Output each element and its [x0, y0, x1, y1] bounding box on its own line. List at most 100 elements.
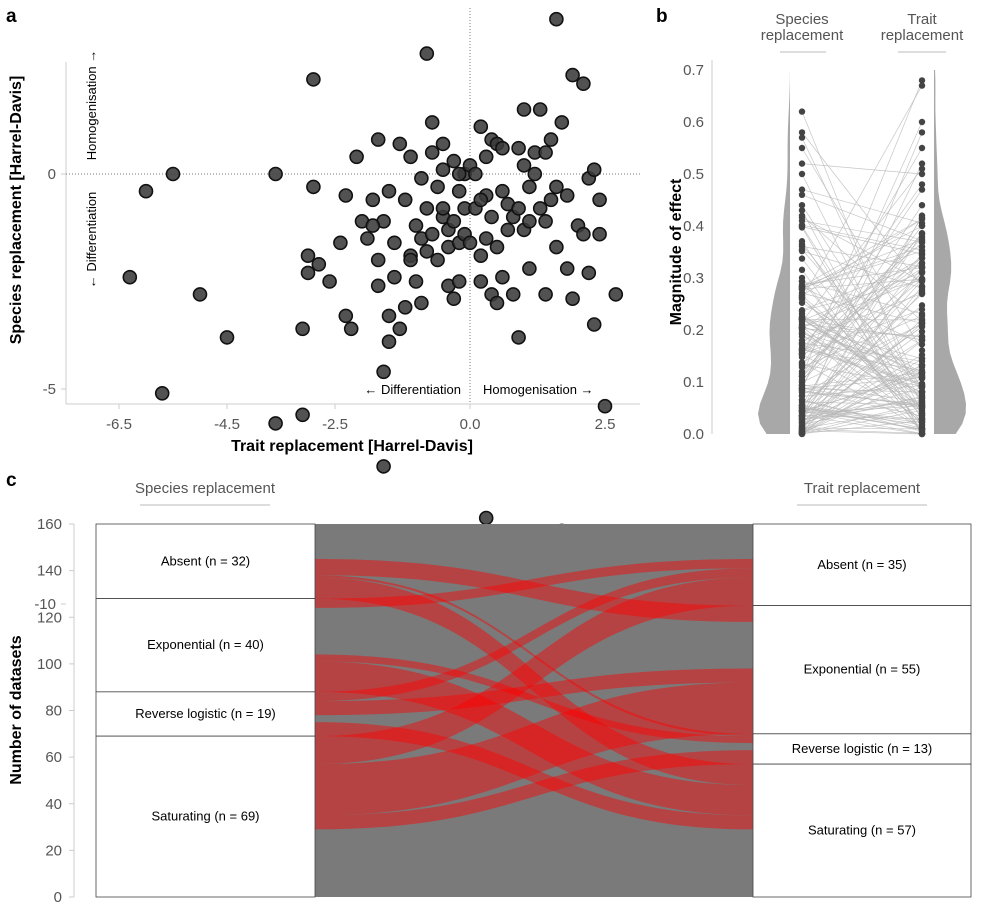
- trait-point: [918, 219, 926, 227]
- paired-line: [801, 333, 923, 430]
- right-node-label: Exponential (n = 55): [804, 662, 921, 677]
- paired-line: [801, 254, 923, 372]
- paired-line: [801, 339, 923, 417]
- trait-point: [918, 129, 926, 136]
- paired-line: [801, 249, 923, 387]
- scatter-point: [414, 171, 429, 186]
- trait-point: [918, 77, 926, 84]
- trait-point: [918, 290, 926, 298]
- scatter-point: [268, 166, 283, 182]
- scatter-point: [376, 364, 391, 380]
- paired-line: [801, 302, 923, 374]
- trait-point: [918, 362, 926, 369]
- paired-line: [801, 402, 923, 434]
- right-node-label: Absent (n = 35): [817, 557, 906, 572]
- paired-line: [801, 163, 923, 175]
- panel-b-y-axis-title: Magnitude of effect: [668, 178, 685, 325]
- paired-line: [801, 281, 923, 315]
- scatter-point: [581, 265, 597, 281]
- scatter-point: [403, 252, 418, 268]
- scatter-point: [473, 274, 489, 289]
- scatter-point: [392, 321, 408, 337]
- scatter-point: [592, 192, 607, 208]
- paired-line: [801, 226, 923, 255]
- trait-point: [918, 392, 926, 400]
- trait-point: [918, 401, 926, 409]
- paired-line: [801, 309, 923, 355]
- paired-line: [801, 121, 923, 390]
- scatter-point: [478, 149, 494, 165]
- scatter-point: [122, 269, 138, 285]
- species-point: [798, 246, 806, 253]
- scatter-point: [435, 162, 451, 177]
- scatter-point: [370, 252, 386, 268]
- scatter-point: [349, 149, 364, 165]
- paired-line: [801, 295, 923, 399]
- scatter-point: [565, 67, 580, 83]
- scatter-point: [451, 183, 467, 199]
- scatter-point: [495, 183, 510, 199]
- species-point: [798, 361, 806, 368]
- scatter-point: [219, 330, 235, 345]
- species-point: [798, 202, 806, 209]
- panel-c-left-title: Species replacement: [135, 480, 276, 497]
- panel-c-y-tick-label: 20: [45, 842, 62, 859]
- paired-line: [801, 267, 923, 431]
- scatter-point: [495, 269, 510, 285]
- trait-point: [918, 144, 926, 152]
- paired-line: [801, 331, 923, 423]
- paired-line: [801, 241, 923, 420]
- trait-point: [918, 118, 926, 126]
- left-node-label: Exponential (n = 40): [147, 637, 264, 652]
- right-node-box: [752, 523, 972, 606]
- panel-a-annotation-x-homogenisation: Homogenisation →: [483, 382, 594, 397]
- trait-point: [918, 170, 926, 178]
- scatter-point: [370, 132, 386, 147]
- paired-line: [801, 218, 923, 297]
- scatter-point: [360, 231, 375, 246]
- scatter-point: [511, 330, 526, 345]
- paired-line: [801, 390, 923, 406]
- species-point: [798, 324, 806, 331]
- scatter-point: [370, 278, 386, 294]
- panel-b-species-label-line1: Species: [775, 11, 828, 28]
- panel-c-y-axis-title: Number of datasets: [8, 635, 25, 784]
- panel-a-annotation-x-differentiation: ← Differentiation: [364, 382, 461, 397]
- trait-point: [918, 231, 926, 238]
- paired-line: [801, 233, 923, 419]
- flow-changed-category: [315, 558, 753, 622]
- scatter-point: [543, 192, 559, 208]
- scatter-point: [565, 291, 580, 307]
- scatter-point: [424, 145, 440, 160]
- paired-line: [801, 217, 923, 406]
- species-point: [798, 420, 806, 427]
- panel-letter-a: a: [6, 6, 17, 27]
- trait-point: [918, 337, 926, 344]
- panel-b-trait-label-line1: Trait: [907, 11, 937, 28]
- paired-line: [801, 80, 923, 377]
- panel-a-x-tick-label: -4.5: [214, 416, 240, 433]
- right-node-label: Saturating (n = 57): [808, 823, 916, 838]
- paired-line: [801, 85, 923, 300]
- flow-changed-category: [315, 654, 753, 744]
- species-point: [798, 108, 806, 115]
- scatter-point: [430, 252, 445, 268]
- panel-a-x-axis-title: Trait replacement [Harrel-Davis]: [231, 438, 473, 455]
- trait-point: [918, 254, 926, 262]
- scatter-point: [511, 140, 526, 156]
- panel-c-y-tick-label: 160: [37, 516, 62, 533]
- paired-line: [801, 215, 923, 322]
- scatter-point: [538, 214, 553, 229]
- scatter-point: [489, 239, 505, 255]
- paired-line: [801, 217, 923, 282]
- species-point: [798, 414, 806, 422]
- scatter-point: [527, 166, 543, 182]
- scatter-point: [473, 119, 489, 134]
- paired-line: [801, 292, 923, 341]
- scatter-point: [608, 287, 624, 302]
- species-point: [798, 223, 806, 230]
- scatter-point: [408, 218, 424, 233]
- scatter-point: [597, 398, 613, 414]
- left-node-label: Absent (n = 32): [161, 553, 250, 568]
- scatter-point: [430, 179, 445, 195]
